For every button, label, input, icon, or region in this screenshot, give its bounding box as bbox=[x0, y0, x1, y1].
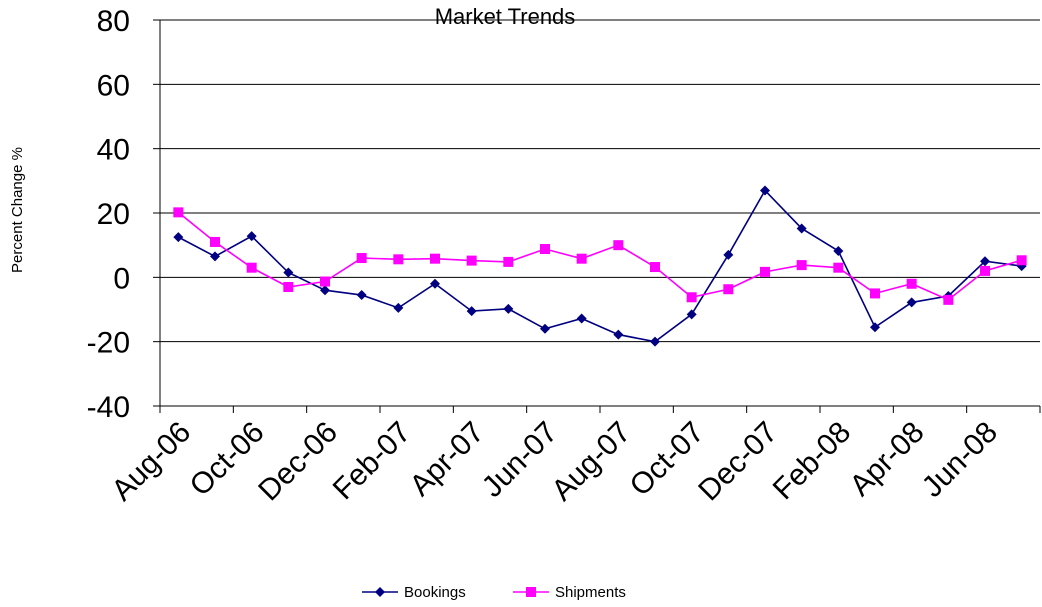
data-point-shipments bbox=[980, 265, 990, 276]
y-tick-label: 20 bbox=[97, 198, 130, 231]
series-line-shipments bbox=[177, 211, 1022, 301]
data-point-shipments bbox=[796, 260, 807, 271]
data-point-shipments bbox=[576, 253, 587, 264]
data-point-bookings bbox=[686, 309, 697, 320]
data-point-bookings bbox=[760, 185, 770, 196]
data-point-shipments bbox=[246, 262, 257, 273]
x-tick-label: Apr-07 bbox=[404, 416, 491, 503]
data-point-bookings bbox=[833, 245, 844, 256]
y-tick-label: -40 bbox=[87, 391, 130, 424]
data-point-bookings bbox=[466, 306, 477, 317]
x-tick-label: Apr-08 bbox=[844, 416, 931, 503]
legend-label-shipments: Shipments bbox=[555, 584, 626, 601]
legend-marker-bookings bbox=[375, 587, 385, 597]
data-point-shipments bbox=[760, 266, 770, 277]
data-point-shipments bbox=[356, 253, 367, 264]
series-line-bookings bbox=[177, 189, 1022, 343]
y-tick-label: 60 bbox=[97, 69, 130, 102]
data-point-bookings bbox=[283, 267, 294, 278]
gridlines bbox=[160, 19, 1040, 343]
data-point-bookings bbox=[356, 290, 367, 301]
legend: Bookings Shipments bbox=[362, 584, 626, 601]
data-point-shipments bbox=[686, 292, 697, 303]
data-point-shipments bbox=[430, 253, 440, 264]
y-tick-label: 0 bbox=[113, 262, 130, 295]
x-tick-label: Aug-06 bbox=[106, 416, 198, 508]
x-tick-label: Dec-07 bbox=[692, 416, 784, 508]
data-point-bookings bbox=[393, 302, 404, 313]
x-tick-label: Dec-06 bbox=[252, 416, 344, 508]
data-point-bookings bbox=[503, 303, 514, 314]
data-point-bookings bbox=[870, 322, 880, 333]
data-point-shipments bbox=[466, 255, 477, 266]
data-point-shipments bbox=[833, 262, 844, 273]
data-point-bookings bbox=[173, 232, 184, 243]
data-point-bookings bbox=[320, 285, 330, 296]
axes bbox=[153, 19, 1041, 413]
x-tick-label: Jun-08 bbox=[916, 416, 1004, 504]
data-point-bookings bbox=[540, 323, 550, 334]
data-point-bookings bbox=[650, 336, 660, 347]
data-point-shipments bbox=[540, 244, 550, 255]
x-tick-label: Aug-07 bbox=[546, 416, 638, 508]
legend-label-bookings: Bookings bbox=[404, 584, 466, 601]
y-tick-label: 40 bbox=[97, 134, 130, 167]
data-point-shipments bbox=[613, 240, 624, 251]
data-point-bookings bbox=[430, 278, 440, 289]
data-point-shipments bbox=[283, 281, 294, 292]
legend-marker-shipments bbox=[526, 587, 536, 597]
data-point-shipments bbox=[723, 284, 734, 295]
data-point-bookings bbox=[980, 256, 990, 267]
data-point-shipments bbox=[1016, 255, 1027, 266]
data-point-shipments bbox=[210, 236, 220, 247]
data-point-shipments bbox=[503, 256, 514, 267]
data-point-bookings bbox=[723, 249, 734, 260]
data-point-bookings bbox=[210, 251, 220, 262]
data-point-shipments bbox=[320, 276, 330, 287]
data-point-shipments bbox=[870, 288, 880, 299]
y-tick-label: -20 bbox=[87, 327, 130, 360]
data-point-shipments bbox=[943, 294, 954, 305]
chart-title: Market Trends bbox=[435, 4, 576, 29]
x-tick-labels: Aug-06Oct-06Dec-06Feb-07Apr-07Jun-07Aug-… bbox=[106, 416, 1004, 508]
data-point-shipments bbox=[650, 262, 660, 273]
y-tick-label: 80 bbox=[97, 5, 130, 38]
data-point-bookings bbox=[796, 223, 807, 234]
data-point-bookings bbox=[613, 329, 624, 340]
y-axis-label: Percent Change % bbox=[9, 147, 26, 273]
data-point-bookings bbox=[576, 313, 587, 324]
x-tick-label: Feb-07 bbox=[327, 416, 418, 507]
data-point-shipments bbox=[393, 254, 404, 265]
data-point-shipments bbox=[173, 207, 184, 218]
x-tick-label: Feb-08 bbox=[767, 416, 858, 507]
data-point-shipments bbox=[906, 278, 917, 289]
series-layer bbox=[173, 185, 1027, 347]
data-point-bookings bbox=[906, 297, 917, 308]
y-tick-labels: -40 -20 0 20 40 60 80 bbox=[87, 5, 130, 424]
data-point-bookings bbox=[246, 231, 257, 242]
